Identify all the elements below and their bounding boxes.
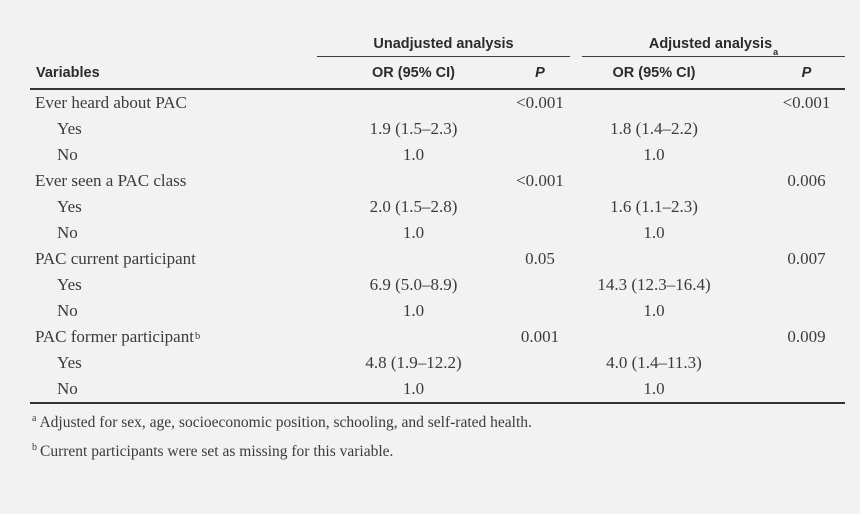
variable-cell: No — [57, 223, 78, 242]
p-adjusted-cell — [726, 116, 845, 142]
or-unadjusted-cell: 1.0 — [402, 301, 425, 320]
or-adjusted-cell: 1.0 — [643, 379, 665, 398]
p-unadjusted-cell — [510, 142, 570, 168]
p-unadjusted-cell — [510, 194, 570, 220]
p-adjusted-cell — [726, 220, 845, 246]
or-unadjusted-cell: 6.9 (5.0–8.9) — [369, 275, 458, 294]
group-header-unadjusted: Unadjusted analysis — [317, 35, 570, 57]
or-adjusted-cell — [582, 168, 726, 194]
or-adjusted-cell: 1.8 (1.4–2.2) — [610, 119, 698, 138]
p-unadjusted-cell: <0.001 — [516, 171, 564, 190]
or-adjusted-cell: 1.0 — [643, 145, 665, 164]
p-adjusted-cell: 0.009 — [787, 327, 826, 346]
footnote-b: b Current participants were set as missin… — [32, 436, 532, 465]
or-unadjusted-cell: 1.0 — [402, 379, 425, 398]
p-adjusted-cell — [726, 376, 845, 402]
table-row: Yes 2.0 (1.5–2.8) 1.6 (1.1–2.3) — [30, 194, 845, 220]
or-adjusted-cell: 1.0 — [643, 223, 665, 242]
table-footnotes: a Adjusted for sex, age, socioeconomic po… — [32, 407, 532, 464]
footnote-b-text: Current participants were set as missing… — [40, 442, 394, 460]
table-row: No 1.0 1.0 — [30, 220, 845, 246]
variable-cell: Ever heard about PAC — [35, 93, 187, 112]
variable-cell: Yes — [57, 119, 82, 138]
or-unadjusted-cell — [317, 90, 510, 116]
footnote-b-marker: b — [32, 441, 37, 453]
table-row: Yes 4.8 (1.9–12.2) 4.0 (1.4–11.3) — [30, 350, 845, 376]
or-adjusted-cell: 1.0 — [643, 301, 665, 320]
p-unadjusted-cell — [510, 376, 570, 402]
col-header-p-unadjusted: P — [535, 64, 545, 81]
variable-cell: Yes — [57, 353, 82, 372]
or-adjusted-cell: 1.6 (1.1–2.3) — [610, 197, 698, 216]
p-adjusted-cell: 0.007 — [787, 249, 826, 268]
table-row: No 1.0 1.0 — [30, 298, 845, 324]
or-unadjusted-cell — [317, 324, 510, 350]
or-unadjusted-cell: 1.0 — [402, 145, 425, 164]
p-unadjusted-cell: <0.001 — [516, 93, 564, 112]
variable-cell: Yes — [57, 197, 82, 216]
column-gap — [570, 57, 582, 88]
variable-cell: Ever seen a PAC class — [35, 171, 187, 190]
column-header-row: Variables OR (95% CI) P OR (95% CI) P — [30, 57, 845, 90]
or-adjusted-cell — [582, 90, 726, 116]
p-unadjusted-cell — [510, 350, 570, 376]
p-unadjusted-cell — [510, 220, 570, 246]
p-unadjusted-cell — [510, 272, 570, 298]
variable-cell: No — [57, 379, 78, 398]
table-row: No 1.0 1.0 — [30, 142, 845, 168]
or-adjusted-cell: 14.3 (12.3–16.4) — [597, 275, 711, 294]
p-unadjusted-cell: 0.001 — [520, 327, 560, 346]
table-row: PAC former participant b 0.001 0.009 — [30, 324, 845, 350]
p-unadjusted-cell — [510, 298, 570, 324]
table-row: Ever seen a PAC class <0.001 0.006 — [30, 168, 845, 194]
col-header-or-unadjusted: OR (95% CI) — [372, 64, 455, 81]
p-adjusted-cell — [726, 272, 845, 298]
table-row: No 1.0 1.0 — [30, 376, 845, 404]
p-adjusted-cell: 0.006 — [787, 171, 826, 190]
footnote-a-marker: a — [32, 413, 37, 424]
or-unadjusted-cell — [317, 246, 510, 272]
or-adjusted-cell: 4.0 (1.4–11.3) — [606, 353, 702, 372]
table-row: PAC current participant 0.05 0.007 — [30, 246, 845, 272]
col-header-variables: Variables — [36, 64, 100, 81]
variable-cell: No — [57, 301, 78, 320]
table-row: Yes 1.9 (1.5–2.3) 1.8 (1.4–2.2) — [30, 116, 845, 142]
p-unadjusted-cell — [510, 116, 570, 142]
or-adjusted-cell — [582, 324, 726, 350]
p-adjusted-cell — [726, 194, 845, 220]
or-unadjusted-cell: 1.0 — [402, 223, 425, 242]
footnote-a-text: Adjusted for sex, age, socioeconomic pos… — [39, 414, 532, 432]
group-header-adjusted: Adjusted analysis a — [582, 35, 845, 57]
table-row: Ever heard about PAC <0.001 <0.001 — [30, 90, 845, 116]
table-row: Yes 6.9 (5.0–8.9) 14.3 (12.3–16.4) — [30, 272, 845, 298]
or-unadjusted-cell — [317, 168, 510, 194]
or-unadjusted-cell: 4.8 (1.9–12.2) — [365, 353, 462, 372]
variable-cell: Yes — [57, 275, 82, 294]
or-unadjusted-cell: 2.0 (1.5–2.8) — [369, 197, 458, 216]
col-header-or-adjusted: OR (95% CI) — [612, 64, 696, 81]
p-adjusted-cell — [726, 350, 845, 376]
variable-cell: PAC current participant — [35, 249, 196, 268]
or-adjusted-cell — [582, 246, 726, 272]
p-adjusted-cell: <0.001 — [782, 93, 831, 112]
odds-ratio-table: Unadjusted analysis Adjusted analysis a V… — [30, 35, 845, 404]
col-header-p-adjusted: P — [801, 64, 812, 81]
footnote-a: a Adjusted for sex, age, socioeconomic po… — [32, 407, 532, 436]
variable-cell: No — [57, 145, 78, 164]
p-adjusted-cell — [726, 142, 845, 168]
or-unadjusted-cell: 1.9 (1.5–2.3) — [369, 119, 458, 138]
group-header-row: Unadjusted analysis Adjusted analysis a — [30, 35, 845, 57]
p-adjusted-cell — [726, 298, 845, 324]
p-unadjusted-cell: 0.05 — [525, 249, 555, 268]
variable-cell: PAC former participant b — [35, 327, 201, 346]
